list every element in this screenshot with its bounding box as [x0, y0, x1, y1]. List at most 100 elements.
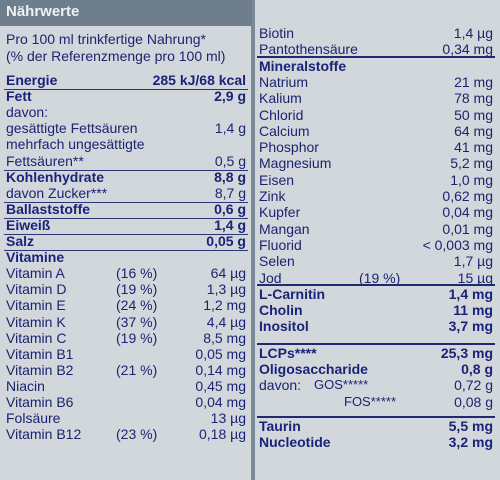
- left-nutrient-row: Vitamine: [6, 248, 246, 266]
- left-nutrient-row: Vitamin B6 0,04 mg: [6, 393, 246, 411]
- nutrient-name: davon:: [6, 104, 49, 121]
- intro-line-1: Pro 100 ml trinkfertige Nahrung*: [6, 30, 250, 48]
- right-nutrient-row: davon: GOS***** 0,72 g: [259, 376, 493, 394]
- nutrient-value: 0,01 mg: [442, 220, 493, 237]
- nutrient-value: 1,7 µg: [453, 253, 493, 270]
- right-nutrient-row: Chlorid 50 mg: [259, 106, 493, 124]
- left-nutrient-row: Ballaststoffe 0,6 g: [6, 200, 246, 218]
- nutrient-name: Taurin: [259, 417, 301, 434]
- right-nutrient-row: Phosphor 41 mg: [259, 138, 493, 156]
- left-nutrient-row: Vitamin D (19 %) 1,3 µg: [6, 280, 246, 298]
- right-column: [255, 0, 500, 480]
- header-bar: Nährwerte: [0, 0, 252, 26]
- nutrient-name: Phosphor: [259, 139, 319, 156]
- nutrient-name: Nucleotide: [259, 434, 331, 451]
- left-nutrient-row: Niacin 0,45 mg: [6, 377, 246, 395]
- reference-percent: (19 %): [116, 281, 158, 298]
- left-nutrient-row: Fett 2,9 g: [6, 87, 246, 105]
- nutrient-value: 41 mg: [454, 139, 493, 156]
- nutrient-value: 0,62 mg: [442, 188, 493, 204]
- right-nutrient-row: Zink 0,62 mg: [259, 187, 493, 205]
- left-nutrient-row: Vitamin C (19 %) 8,5 mg: [6, 329, 246, 347]
- nutrient-name: Pantothensäure: [259, 41, 358, 58]
- right-nutrient-row: LCPs**** 25,3 mg: [259, 344, 493, 362]
- sub-component: GOS*****: [314, 377, 369, 393]
- reference-percent: (23 %): [116, 426, 158, 443]
- nutrient-name: Kalium: [259, 90, 302, 107]
- nutrient-value: 11 mg: [453, 302, 493, 319]
- nutrient-name: Kohlenhydrate: [6, 168, 105, 185]
- left-nutrient-row: Eiweiß 1,4 g: [6, 216, 246, 234]
- header-title: Nährwerte: [6, 3, 80, 20]
- nutrient-name: Kupfer: [259, 204, 301, 221]
- nutrient-value: 25,3 mg: [440, 344, 493, 361]
- right-nutrient-row: Magnesium 5,2 mg: [259, 154, 493, 172]
- nutrient-name: Vitamine: [6, 249, 65, 266]
- nutrient-value: 0,18 µg: [199, 426, 246, 443]
- right-nutrient-row: Kalium 78 mg: [259, 89, 493, 107]
- left-nutrient-row: Kohlenhydrate 8,8 g: [6, 168, 246, 186]
- nutrient-value: 0,6 g: [214, 200, 246, 217]
- nutrient-name: Cholin: [259, 302, 303, 319]
- nutrient-name: Selen: [259, 253, 295, 270]
- nutrient-name: Vitamin B6: [6, 394, 74, 410]
- nutrient-name: Magnesium: [259, 155, 332, 172]
- intro-text-1: Pro 100 ml trinkfertige Nahrung*: [6, 31, 206, 47]
- nutrient-name: Vitamin B2: [6, 361, 74, 378]
- nutrient-value: 15 µg: [457, 269, 493, 286]
- left-nutrient-row: Vitamin B2 (21 %) 0,14 mg: [6, 361, 246, 379]
- nutrient-value: 8,8 g: [214, 168, 246, 185]
- left-nutrient-row: Vitamin E (24 %) 1,2 mg: [6, 296, 246, 314]
- right-nutrient-row: Inositol 3,7 mg: [259, 317, 493, 335]
- right-nutrient-row: Biotin 1,4 µg: [259, 24, 493, 42]
- nutrient-name: Fett: [6, 88, 32, 105]
- nutrient-name: Niacin: [6, 377, 45, 394]
- column-divider: [251, 0, 255, 480]
- nutrient-name: Salz: [6, 233, 35, 249]
- right-nutrient-row: Eisen 1,0 mg: [259, 171, 493, 189]
- section-separator: [257, 342, 495, 345]
- row-separator: [4, 217, 248, 219]
- nutrient-value: 1,2 mg: [203, 297, 246, 314]
- nutrient-value: 5,5 mg: [448, 417, 493, 434]
- nutrient-value: < 0,003 mg: [422, 236, 493, 253]
- nutrient-name: Vitamin E: [6, 297, 66, 314]
- intro-line-2: (% der Referenzmenge pro 100 ml): [6, 47, 250, 65]
- nutrient-value: 0,05 g: [206, 233, 246, 249]
- section-separator: [257, 283, 495, 286]
- left-nutrient-row: davon Zucker*** 8,7 g: [6, 184, 246, 202]
- nutrient-name: Mangan: [259, 220, 310, 237]
- nutrient-name: Vitamin D: [6, 281, 67, 298]
- nutrient-name: davon Zucker***: [6, 184, 108, 201]
- nutrient-value: 8,5 mg: [203, 329, 246, 346]
- nutrient-value: 21 mg: [454, 73, 493, 90]
- left-nutrient-row: Salz 0,05 g: [6, 232, 246, 250]
- right-nutrient-row: Cholin 11 mg: [259, 301, 493, 319]
- reference-percent: (16 %): [116, 265, 158, 282]
- nutrient-name: Zink: [259, 188, 286, 204]
- nutrient-value: 13 µg: [210, 410, 246, 427]
- right-nutrient-row: FOS***** 0,08 g: [259, 393, 493, 411]
- nutrient-value: 0,04 mg: [442, 204, 493, 221]
- reference-percent: (21 %): [116, 361, 158, 378]
- nutrient-name: LCPs****: [259, 344, 317, 361]
- left-nutrient-row: Fettsäuren** 0,5 g: [6, 152, 246, 170]
- nutrient-value: 64 mg: [454, 122, 493, 139]
- nutrient-name: Energie: [6, 72, 58, 88]
- nutrient-value: 0,04 mg: [195, 394, 246, 410]
- nutrient-value: 78 mg: [454, 90, 493, 107]
- nutrient-value: 64 µg: [210, 265, 246, 282]
- nutrient-value: 2,9 g: [214, 88, 246, 105]
- nutrient-value: 50 mg: [454, 106, 493, 123]
- left-nutrient-row: mehrfach ungesättigte: [6, 135, 246, 153]
- nutrient-value: 3,2 mg: [448, 434, 493, 451]
- section-separator: [257, 55, 495, 58]
- reference-percent: (19 %): [116, 329, 158, 346]
- nutrient-value: 0,72 g: [454, 377, 493, 394]
- nutrient-name: Fettsäuren**: [6, 152, 84, 169]
- nutrient-value: 0,5 g: [214, 152, 246, 169]
- left-nutrient-row: Vitamin B12 (23 %) 0,18 µg: [6, 425, 246, 443]
- row-separator: [4, 169, 248, 171]
- nutrient-value: 0,8 g: [461, 361, 493, 377]
- right-nutrient-row: Natrium 21 mg: [259, 73, 493, 91]
